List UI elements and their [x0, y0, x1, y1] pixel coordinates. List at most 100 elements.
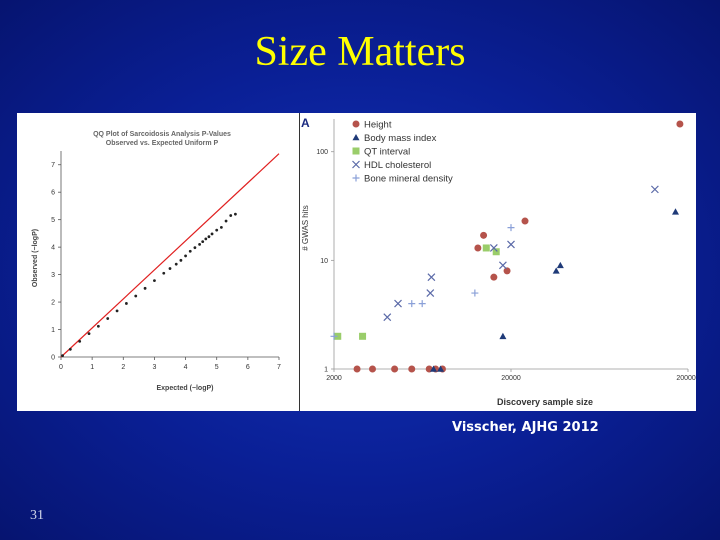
gwas-point — [482, 244, 490, 252]
gwas-point — [418, 300, 426, 308]
qq-y-tick-label: 2 — [51, 300, 55, 307]
qq-y-tick-label: 0 — [51, 355, 55, 362]
qq-y-tick-label: 4 — [51, 245, 55, 252]
qq-point — [106, 317, 110, 320]
qq-x-tick-label: 0 — [59, 364, 63, 371]
qq-point — [115, 309, 119, 313]
gwas-point — [368, 365, 376, 373]
legend-label: HDL cholesterol — [364, 160, 431, 171]
gwas-point — [334, 332, 342, 340]
legend-label: QT interval — [364, 147, 410, 158]
gwas-point — [492, 248, 500, 256]
qq-point — [61, 354, 64, 358]
legend-marker — [352, 120, 360, 128]
citation: Visscher, AJHG 2012 — [452, 420, 599, 435]
qq-point — [234, 212, 237, 216]
qq-y-tick-label: 7 — [51, 162, 55, 169]
qq-x-tick-label: 7 — [277, 364, 281, 371]
qq-point — [87, 332, 91, 336]
qq-point — [224, 219, 228, 223]
gwas-y-tick-label: 1 — [324, 367, 328, 374]
qq-point — [68, 347, 72, 351]
gwas-x-tick-label: 20000 — [501, 375, 521, 382]
gwas-point — [650, 185, 659, 194]
qq-point — [179, 258, 183, 262]
gwas-point — [552, 267, 560, 274]
qq-point — [143, 286, 147, 290]
qq-point — [162, 271, 166, 275]
gwas-y-tick-label: 10 — [320, 258, 328, 265]
gwas-point — [437, 365, 445, 372]
gwas-point — [408, 300, 416, 308]
gwas-point — [499, 332, 507, 340]
gwas-point — [471, 289, 479, 297]
gwas-point — [353, 365, 361, 373]
gwas-point — [430, 365, 438, 372]
qq-y-tick-label: 6 — [51, 190, 55, 197]
qq-point — [188, 249, 192, 253]
qq-x-tick-label: 5 — [215, 364, 219, 371]
qq-point — [204, 237, 208, 241]
legend-label: Height — [364, 120, 392, 131]
legend-marker — [352, 134, 360, 141]
qq-point — [78, 339, 82, 343]
legend-label: Body mass index — [364, 133, 437, 144]
gwas-point — [427, 273, 436, 282]
panel-label: A — [301, 116, 310, 130]
gwas-axes: 2000 20000 200000 1 10 100 — [316, 119, 700, 382]
qq-point — [193, 246, 197, 250]
gwas-point — [391, 365, 399, 373]
gwas-hits-plot: A Discovery sample size # GWAS hits 2000… — [301, 116, 700, 407]
qq-point — [210, 232, 214, 236]
qq-point — [168, 267, 172, 270]
qq-x-tick-label: 3 — [152, 364, 156, 371]
qq-marks — [60, 153, 280, 358]
legend-label: Bone mineral density — [364, 174, 453, 185]
qq-expected-line — [60, 153, 280, 358]
gwas-point — [521, 217, 529, 225]
gwas-point — [383, 313, 392, 322]
qq-point — [153, 279, 156, 283]
gwas-point — [507, 224, 515, 232]
qq-y-tick-label: 5 — [51, 217, 55, 224]
gwas-point — [426, 289, 435, 297]
qq-axes: 0 1 2 3 4 5 6 7 0 1 2 3 4 5 6 7 — [51, 151, 281, 371]
gwas-x-tick-label: 2000 — [326, 375, 342, 382]
gwas-point — [330, 332, 338, 340]
qq-point — [174, 262, 178, 266]
qq-point — [125, 302, 128, 305]
qq-point — [219, 225, 223, 229]
gwas-point — [498, 261, 507, 270]
gwas-point — [480, 231, 488, 239]
gwas-plot-panel: A Discovery sample size # GWAS hits 2000… — [299, 113, 700, 411]
gwas-point — [359, 332, 367, 340]
gwas-point — [474, 244, 482, 252]
gwas-y-axis-label: # GWAS hits — [301, 205, 310, 251]
gwas-y-tick-label: 100 — [316, 149, 328, 156]
gwas-point — [676, 120, 684, 128]
gwas-point — [408, 365, 416, 373]
gwas-x-axis-label: Discovery sample size — [497, 397, 593, 407]
qq-plot: QQ Plot of Sarcoidosis Analysis P-Values… — [32, 131, 281, 392]
qq-y-axis-label: Observed (−logP) — [32, 229, 39, 287]
gwas-point — [394, 299, 402, 308]
qq-x-axis-label: Expected (−logP) — [157, 385, 214, 392]
slide-title: Size Matters — [254, 29, 466, 75]
gwas-point — [507, 240, 515, 249]
qq-plot-panel: QQ Plot of Sarcoidosis Analysis P-Values… — [17, 113, 299, 411]
qq-x-tick-label: 2 — [121, 364, 125, 371]
qq-title: QQ Plot of Sarcoidosis Analysis P-Values — [93, 131, 231, 138]
qq-y-tick-label: 1 — [51, 327, 55, 334]
qq-point — [96, 324, 100, 328]
gwas-point — [503, 267, 511, 275]
qq-point — [198, 242, 201, 246]
slide-number: 31 — [30, 508, 44, 523]
gwas-point — [556, 261, 564, 269]
qq-point — [229, 214, 233, 217]
qq-subtitle: Observed vs. Expected Uniform P — [106, 140, 219, 147]
qq-y-tick-label: 3 — [51, 272, 55, 279]
gwas-x-tick-label: 200000 — [676, 375, 696, 382]
gwas-legend: Height Body mass index QT interval HDL chol… — [352, 120, 453, 185]
qq-x-tick-label: 4 — [184, 364, 188, 371]
legend-marker — [352, 174, 360, 182]
